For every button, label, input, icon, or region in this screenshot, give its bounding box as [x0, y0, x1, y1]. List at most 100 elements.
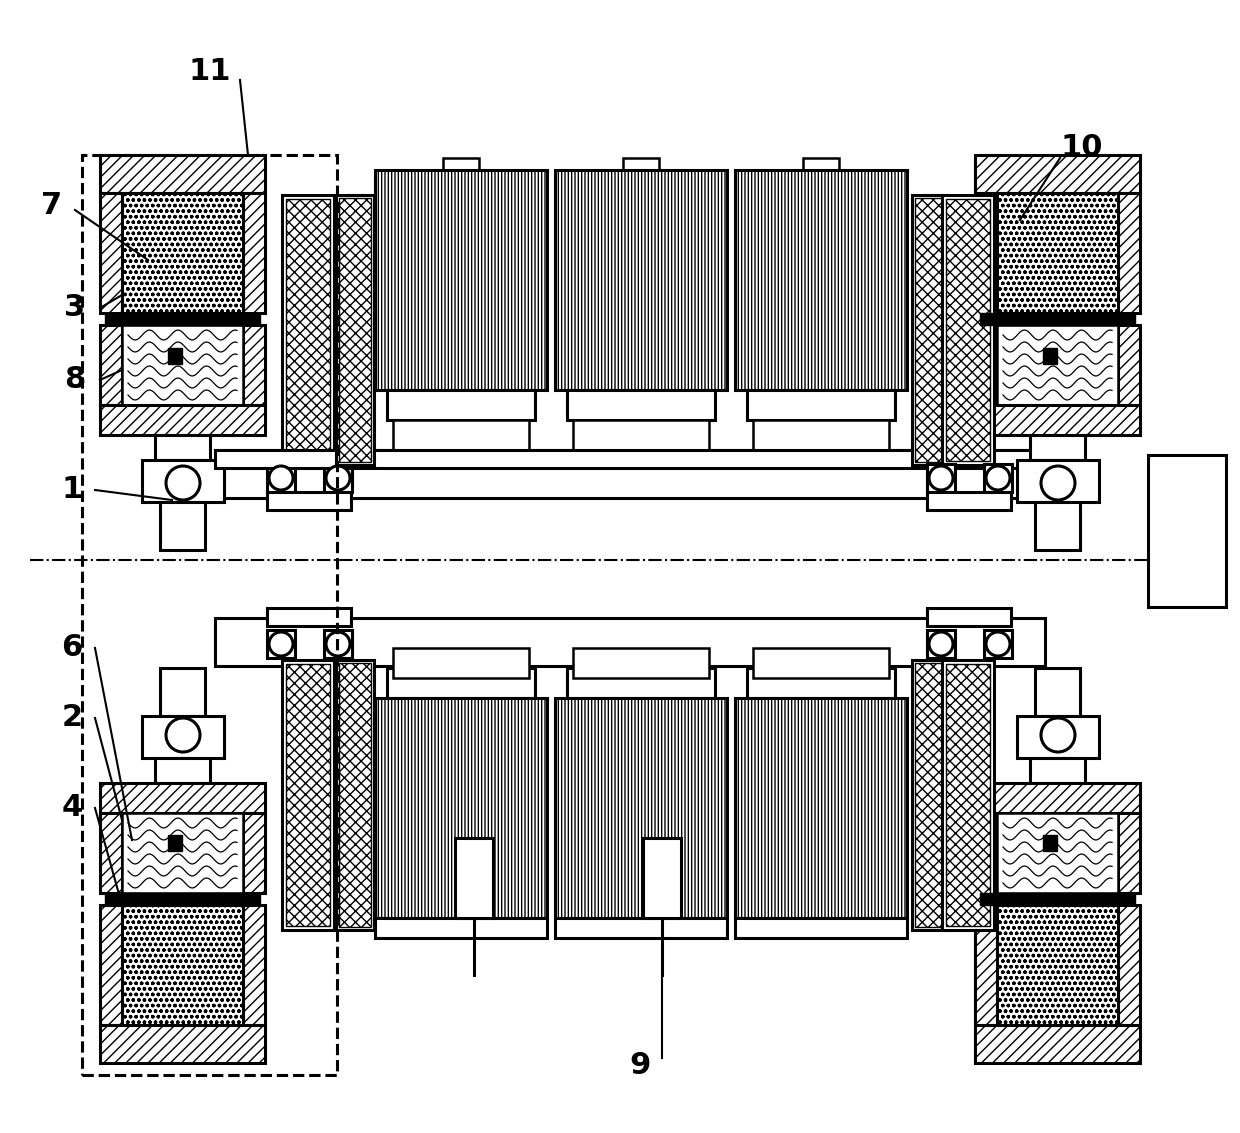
Bar [915, 663, 947, 927]
Bar [243, 193, 265, 313]
Bar [644, 838, 681, 918]
Bar [804, 157, 839, 170]
Bar [1017, 716, 1099, 758]
Bar [339, 663, 371, 927]
Bar [286, 664, 330, 926]
Bar [1118, 193, 1140, 313]
Text: 11: 11 [188, 58, 231, 86]
Bar [980, 313, 1135, 325]
Bar [975, 193, 997, 313]
Bar [215, 450, 1045, 468]
Bar [215, 450, 1045, 499]
Bar [573, 420, 709, 450]
Bar [928, 465, 955, 492]
Bar [975, 155, 1140, 193]
Bar [1043, 835, 1056, 851]
Bar [1118, 905, 1140, 1025]
Bar [567, 390, 715, 420]
Bar [122, 813, 243, 893]
Bar [267, 608, 351, 627]
Text: 6: 6 [61, 633, 83, 663]
Text: 2: 2 [62, 704, 83, 733]
Bar [915, 198, 947, 462]
Bar [243, 905, 265, 1025]
Bar [980, 893, 1135, 905]
Bar [100, 813, 122, 893]
Text: 4: 4 [61, 793, 83, 823]
Circle shape [166, 466, 200, 500]
Bar [100, 155, 265, 193]
Text: 8: 8 [64, 366, 86, 394]
Bar [455, 838, 494, 918]
Bar [100, 1025, 265, 1063]
Circle shape [1042, 718, 1075, 752]
Bar [267, 630, 295, 658]
Bar [573, 648, 709, 678]
Bar [122, 193, 243, 313]
Bar [753, 420, 889, 450]
Bar [946, 664, 990, 926]
Bar [622, 157, 658, 170]
Bar [100, 193, 122, 313]
Bar [281, 661, 334, 930]
Bar [928, 492, 1011, 510]
Circle shape [1042, 466, 1075, 500]
Bar [975, 905, 997, 1025]
Bar [753, 648, 889, 678]
Bar [746, 668, 895, 698]
Circle shape [986, 466, 1011, 489]
Bar [160, 502, 205, 550]
Bar [942, 661, 994, 930]
Bar [167, 348, 182, 364]
Bar [105, 313, 260, 325]
Bar [997, 905, 1118, 1025]
Bar [374, 698, 547, 918]
Bar [1148, 455, 1226, 607]
Text: 10: 10 [1060, 134, 1104, 162]
Bar [336, 195, 374, 465]
Bar [735, 918, 906, 938]
Bar [997, 813, 1118, 893]
Circle shape [269, 466, 293, 489]
Bar [975, 325, 997, 404]
Circle shape [929, 632, 954, 656]
Bar [393, 420, 529, 450]
Bar [243, 813, 265, 893]
Circle shape [269, 632, 293, 656]
Text: 1: 1 [61, 476, 83, 504]
Bar [942, 195, 994, 465]
Bar [1030, 758, 1085, 783]
Bar [122, 325, 243, 404]
Bar [100, 783, 265, 813]
Bar [286, 199, 330, 461]
Circle shape [326, 632, 350, 656]
Bar [155, 758, 210, 783]
Bar [374, 170, 547, 390]
Circle shape [326, 466, 350, 489]
Bar [281, 195, 334, 465]
Bar [975, 783, 1140, 813]
Bar [928, 608, 1011, 627]
Bar [215, 617, 1045, 666]
Bar [1035, 668, 1080, 716]
Circle shape [166, 718, 200, 752]
Bar [374, 918, 547, 938]
Bar [556, 170, 727, 390]
Bar [324, 465, 352, 492]
Bar [267, 465, 295, 492]
Bar [243, 325, 265, 404]
Bar [1030, 435, 1085, 460]
Bar [735, 170, 906, 390]
Bar [567, 668, 715, 698]
Bar [267, 492, 351, 510]
Text: 3: 3 [64, 293, 86, 323]
Bar [160, 668, 205, 716]
Bar [105, 893, 260, 905]
Bar [911, 195, 950, 465]
Bar [985, 630, 1012, 658]
Bar [155, 435, 210, 460]
Bar [167, 835, 182, 851]
Bar [556, 918, 727, 938]
Bar [387, 668, 534, 698]
Bar [143, 460, 224, 502]
